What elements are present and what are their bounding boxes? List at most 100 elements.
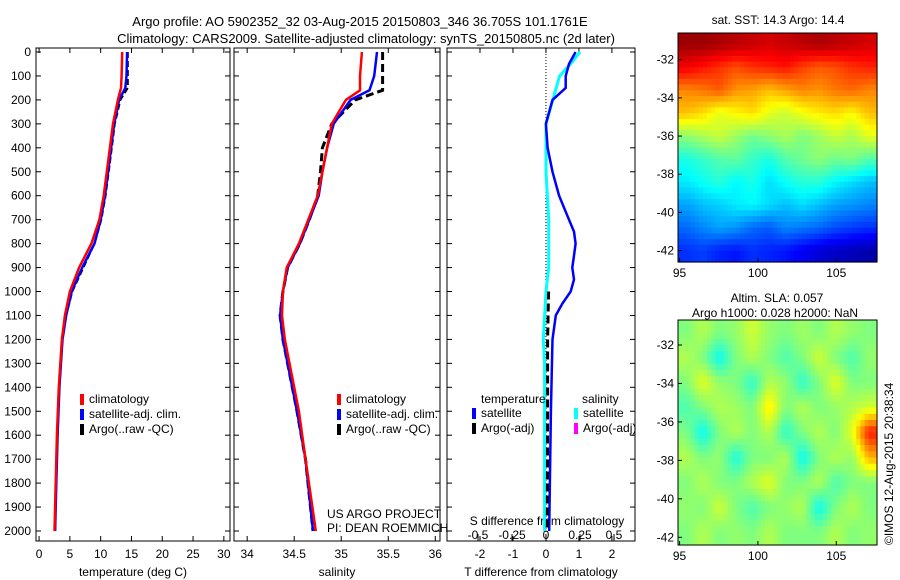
heatmap-cell bbox=[806, 482, 812, 490]
heatmap-cell bbox=[856, 451, 861, 459]
heatmap-cell bbox=[723, 96, 729, 103]
heatmap-cell bbox=[864, 101, 870, 108]
heatmap-cell bbox=[856, 193, 861, 200]
heatmap-cell bbox=[769, 153, 774, 160]
heatmap-cell bbox=[819, 221, 824, 229]
heatmap-cell bbox=[872, 426, 878, 434]
heatmap-cell bbox=[756, 256, 762, 263]
heatmap-cell bbox=[777, 250, 783, 257]
heatmap-cell bbox=[765, 118, 770, 126]
y-tick-label: 500 bbox=[11, 165, 31, 179]
heatmap-cell bbox=[819, 67, 824, 74]
heatmap-cell bbox=[727, 532, 733, 540]
heatmap-cell bbox=[702, 388, 708, 396]
heatmap-cell bbox=[831, 538, 837, 546]
heatmap-cell bbox=[678, 256, 683, 263]
heatmap-cell bbox=[823, 376, 828, 384]
heatmap-cell bbox=[819, 476, 824, 484]
heatmap-cell bbox=[856, 130, 861, 137]
heatmap-cell bbox=[756, 250, 762, 257]
argo-t-diff-line bbox=[545, 291, 551, 532]
heatmap-cell bbox=[794, 326, 799, 334]
heatmap-cell bbox=[711, 55, 716, 63]
heatmap-cell bbox=[814, 457, 820, 465]
heatmap-cell bbox=[678, 438, 683, 446]
heatmap-cell bbox=[868, 332, 874, 340]
heatmap-cell bbox=[814, 401, 820, 409]
heatmap-cell bbox=[756, 351, 762, 359]
heatmap-cell bbox=[798, 204, 803, 212]
heatmap-cell bbox=[773, 170, 779, 177]
heatmap-cell bbox=[715, 78, 720, 86]
heatmap-cell bbox=[814, 520, 820, 527]
heatmap-cell bbox=[731, 130, 737, 137]
heatmap-cell bbox=[682, 170, 687, 177]
heatmap-cell bbox=[727, 513, 733, 521]
heatmap-cell bbox=[765, 250, 770, 257]
heatmap-cell bbox=[860, 170, 866, 177]
heatmap-cell bbox=[769, 451, 774, 459]
heatmap-cell bbox=[843, 401, 849, 409]
heatmap-cell bbox=[848, 401, 853, 409]
heatmap-cell bbox=[806, 113, 812, 120]
heatmap-cell bbox=[868, 84, 874, 91]
heatmap-cell bbox=[843, 482, 849, 490]
heatmap-cell bbox=[773, 513, 779, 521]
heatmap-cell bbox=[794, 55, 799, 63]
heatmap-cell bbox=[736, 395, 741, 402]
heatmap-cell bbox=[756, 507, 762, 515]
heatmap-cell bbox=[682, 193, 687, 200]
heatmap-cell bbox=[678, 501, 683, 509]
heatmap-cell bbox=[823, 256, 828, 263]
heatmap-cell bbox=[769, 239, 774, 246]
heatmap-cell bbox=[736, 357, 741, 365]
heatmap-cell bbox=[715, 326, 720, 334]
heatmap-cell bbox=[827, 401, 832, 409]
heatmap-cell bbox=[852, 227, 857, 234]
heatmap-cell bbox=[794, 227, 799, 234]
heatmap-cell bbox=[765, 395, 770, 402]
heatmap-cell bbox=[831, 488, 837, 496]
heatmap-cell bbox=[752, 233, 758, 240]
heatmap-cell bbox=[794, 67, 799, 74]
heatmap-cell bbox=[752, 332, 758, 340]
heatmap-cell bbox=[715, 501, 720, 509]
heatmap-cell bbox=[719, 61, 725, 68]
heatmap-cell bbox=[860, 463, 866, 471]
heatmap-cell bbox=[756, 332, 762, 340]
heatmap-cell bbox=[831, 326, 837, 334]
heatmap-cell bbox=[819, 382, 824, 390]
heatmap-cell bbox=[702, 520, 708, 527]
heatmap-cell bbox=[802, 338, 808, 346]
heatmap-cell bbox=[852, 476, 857, 484]
heatmap-cell bbox=[678, 513, 683, 521]
heatmap-cell bbox=[860, 250, 866, 257]
heatmap-cell bbox=[760, 176, 766, 183]
heatmap-cell bbox=[694, 158, 700, 166]
heatmap-cell bbox=[748, 216, 754, 223]
heatmap-cell bbox=[806, 96, 812, 103]
heatmap-cell bbox=[810, 107, 816, 114]
heatmap-cell bbox=[678, 33, 683, 40]
heatmap-cell bbox=[707, 457, 712, 465]
heatmap-cell bbox=[694, 256, 700, 263]
heatmap-cell bbox=[765, 426, 770, 434]
heatmap-cell bbox=[856, 432, 861, 440]
heatmap-cell bbox=[789, 495, 795, 502]
heatmap-cell bbox=[682, 370, 687, 377]
heatmap-cell bbox=[802, 501, 808, 509]
heatmap-cell bbox=[694, 513, 700, 521]
heatmap-cell bbox=[785, 181, 791, 189]
heatmap-cell bbox=[748, 50, 754, 57]
heatmap-cell bbox=[831, 395, 837, 402]
heatmap-cell bbox=[727, 526, 733, 534]
heatmap-cell bbox=[760, 113, 766, 120]
heatmap-cell bbox=[831, 363, 837, 371]
heatmap-cell bbox=[740, 488, 745, 496]
heatmap-cell bbox=[769, 320, 774, 327]
heatmap-cell bbox=[760, 170, 766, 177]
heatmap-cell bbox=[860, 107, 866, 114]
heatmap-cell bbox=[827, 84, 832, 91]
heatmap-cell bbox=[810, 216, 816, 223]
heatmap-cell bbox=[748, 136, 754, 143]
